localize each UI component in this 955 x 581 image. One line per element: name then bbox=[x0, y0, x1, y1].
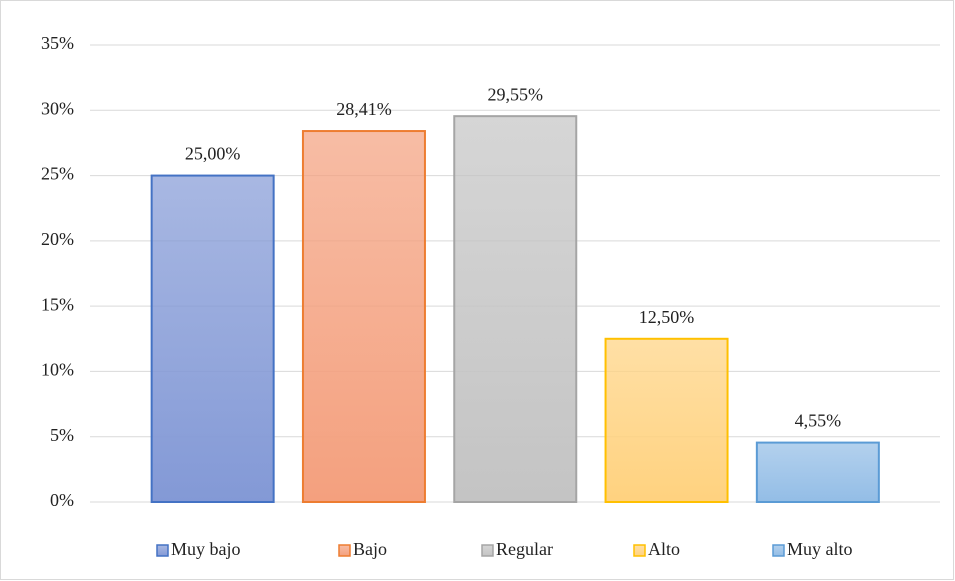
value-label: 12,50% bbox=[639, 307, 695, 327]
y-tick-label: 0% bbox=[50, 490, 74, 510]
bar bbox=[604, 337, 729, 503]
legend-swatch bbox=[772, 544, 785, 557]
legend-label: Alto bbox=[648, 539, 680, 559]
y-tick-label: 15% bbox=[41, 294, 74, 314]
legend-swatch bbox=[156, 544, 169, 557]
value-label: 4,55% bbox=[795, 411, 842, 431]
bar bbox=[301, 130, 426, 503]
bar bbox=[755, 441, 880, 503]
legend-label: Bajo bbox=[353, 539, 387, 559]
bar bbox=[453, 115, 578, 503]
value-label: 25,00% bbox=[185, 144, 241, 164]
legend-label: Regular bbox=[496, 539, 553, 559]
y-tick-label: 30% bbox=[41, 98, 74, 118]
legend-swatch bbox=[633, 544, 646, 557]
y-tick-label: 5% bbox=[50, 425, 74, 445]
value-label: 28,41% bbox=[336, 99, 392, 119]
y-tick-label: 10% bbox=[41, 360, 74, 380]
y-tick-label: 35% bbox=[41, 33, 74, 53]
bar bbox=[150, 174, 275, 503]
legend-label: Muy alto bbox=[787, 539, 853, 559]
legend-swatch bbox=[481, 544, 494, 557]
legend-swatch bbox=[338, 544, 351, 557]
y-tick-label: 25% bbox=[41, 164, 74, 184]
value-label: 29,55% bbox=[488, 84, 544, 104]
legend-label: Muy bajo bbox=[171, 539, 241, 559]
y-tick-label: 20% bbox=[41, 229, 74, 249]
